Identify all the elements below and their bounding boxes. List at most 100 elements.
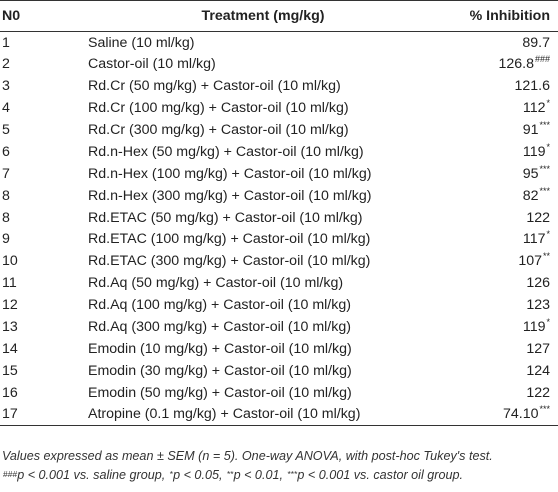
table-footnotes: Values expressed as mean ± SEM (n = 5). … <box>2 447 556 485</box>
row-treatment: Rd.Cr (100 mg/kg) + Castor-oil (10 ml/kg… <box>88 100 349 117</box>
row-number: 8 <box>2 209 10 226</box>
inhibition-value: 95 <box>522 165 539 182</box>
row-inhibition: 107** <box>438 250 558 272</box>
inhibition-value: 126.8 <box>498 56 534 73</box>
significance-marker: * <box>546 317 550 328</box>
row-inhibition: 127 <box>438 338 558 360</box>
significance-marker: *** <box>539 120 550 130</box>
significance-marker: * <box>546 229 550 240</box>
row-inhibition: 91*** <box>438 119 558 141</box>
footnote-text-3: p < 0.01, <box>233 468 287 482</box>
row-inhibition: 124 <box>438 360 558 382</box>
significance-marker: *** <box>539 404 550 415</box>
row-treatment: Rd.Cr (50 mg/kg) + Castor-oil (10 ml/kg) <box>88 78 341 95</box>
row-treatment: Emodin (50 mg/kg) + Castor-oil (10 ml/kg… <box>88 384 352 401</box>
row-treatment: Emodin (10 mg/kg) + Castor-oil (10 ml/kg… <box>88 340 352 357</box>
footnote-sig-4: *** <box>287 469 298 479</box>
row-inhibition: 122 <box>438 207 558 229</box>
row-inhibition: 126.8### <box>438 53 558 75</box>
inhibition-value: 124 <box>526 362 550 379</box>
row-treatment: Rd.n-Hex (50 mg/kg) + Castor-oil (10 ml/… <box>88 143 364 160</box>
row-inhibition: 123 <box>438 294 558 316</box>
inhibition-value: 82 <box>522 187 539 204</box>
significance-marker: ** <box>542 251 550 262</box>
row-number: 9 <box>2 231 10 248</box>
significance-marker: ### <box>534 54 550 65</box>
row-treatment: Emodin (30 mg/kg) + Castor-oil (10 ml/kg… <box>88 362 352 379</box>
significance-marker: *** <box>539 163 550 174</box>
table-row: 15 Emodin (30 mg/kg) + Castor-oil (10 ml/… <box>0 360 558 382</box>
footnote-line-1: Values expressed as mean ± SEM (n = 5). … <box>2 449 493 463</box>
table-row: 16 Emodin (50 mg/kg) + Castor-oil (10 ml/… <box>0 382 558 404</box>
row-treatment: Rd.n-Hex (100 mg/kg) + Castor-oil (10 ml… <box>88 165 372 182</box>
inhibition-value: 119 <box>522 319 546 336</box>
row-number: 1 <box>2 34 10 51</box>
row-inhibition: 74.10*** <box>438 403 558 427</box>
inhibition-value: 89.7 <box>522 34 550 51</box>
row-treatment: Rd.Aq (300 mg/kg) + Castor-oil (10 ml/kg… <box>88 319 351 336</box>
footnote-text-4: p < 0.001 vs. castor oil group. <box>297 468 463 482</box>
row-inhibition: 112* <box>438 97 558 119</box>
row-inhibition: 89.7 <box>438 32 558 54</box>
row-number: 4 <box>2 100 10 117</box>
significance-marker: * <box>546 98 550 109</box>
row-inhibition: 121.6 <box>438 75 558 97</box>
row-number: 7 <box>2 165 10 182</box>
inhibition-table: N0 Treatment (mg/kg) % Inhibition 1 Salin… <box>0 0 558 427</box>
table-row: 1 Saline (10 ml/kg) 89.7 <box>0 32 558 54</box>
table-row: 6 Rd.n-Hex (50 mg/kg) + Castor-oil (10 ml… <box>0 141 558 163</box>
inhibition-value: 126 <box>526 275 550 292</box>
footnote-line-2: ###p < 0.001 vs. saline group, *p < 0.05… <box>2 466 556 485</box>
table-row: 5 Rd.Cr (300 mg/kg) + Castor-oil (10 ml/k… <box>0 119 558 141</box>
table-row: 8 Rd.n-Hex (300 mg/kg) + Castor-oil (10 m… <box>0 185 558 207</box>
significance-marker: * <box>546 141 550 152</box>
table-row: 10 Rd.ETAC (300 mg/kg) + Castor-oil (10 m… <box>0 250 558 272</box>
footnote-sig-3: ** <box>226 469 234 479</box>
header-number: N0 <box>0 0 88 32</box>
inhibition-value: 123 <box>526 297 550 314</box>
row-number: 15 <box>2 362 18 379</box>
row-treatment: Rd.n-Hex (300 mg/kg) + Castor-oil (10 ml… <box>88 187 372 204</box>
row-inhibition: 119* <box>438 141 558 163</box>
inhibition-value: 112 <box>522 100 546 117</box>
table-row: 8 Rd.ETAC (50 mg/kg) + Castor-oil (10 ml/… <box>0 207 558 229</box>
row-number: 17 <box>0 403 88 427</box>
row-number: 2 <box>2 56 10 73</box>
table-row: 11 Rd.Aq (50 mg/kg) + Castor-oil (10 ml/k… <box>0 272 558 294</box>
row-number: 8 <box>2 187 10 204</box>
table-row: 4 Rd.Cr (100 mg/kg) + Castor-oil (10 ml/k… <box>0 97 558 119</box>
table-row: 12 Rd.Aq (100 mg/kg) + Castor-oil (10 ml/… <box>0 294 558 316</box>
table-row: 14 Emodin (10 mg/kg) + Castor-oil (10 ml/… <box>0 338 558 360</box>
row-inhibition: 82*** <box>438 185 558 207</box>
inhibition-value: 122 <box>526 384 550 401</box>
row-inhibition: 119* <box>438 316 558 338</box>
row-number: 14 <box>2 340 18 357</box>
row-treatment: Saline (10 ml/kg) <box>88 34 195 51</box>
row-number: 5 <box>2 122 10 138</box>
row-inhibition: 122 <box>438 382 558 404</box>
table-row: 3 Rd.Cr (50 mg/kg) + Castor-oil (10 ml/kg… <box>0 75 558 97</box>
header-treatment: Treatment (mg/kg) <box>88 0 438 32</box>
row-inhibition: 95*** <box>438 163 558 185</box>
table-row: 17 Atropine (0.1 mg/kg) + Castor-oil (10 … <box>0 403 558 427</box>
table-body: 1 Saline (10 ml/kg) 89.7 2 Castor-oil (10 ml… <box>0 32 558 427</box>
row-treatment: Rd.ETAC (300 mg/kg) + Castor-oil (10 ml/… <box>88 253 371 270</box>
footnote-sig-2: * <box>169 469 174 479</box>
inhibition-value: 121.6 <box>514 78 550 95</box>
footnote-text-1: p < 0.001 vs. saline group, <box>17 468 169 482</box>
row-treatment: Rd.ETAC (50 mg/kg) + Castor-oil (10 ml/k… <box>88 209 363 226</box>
inhibition-value: 119 <box>522 143 546 160</box>
inhibition-value: 91 <box>522 122 539 138</box>
row-treatment: Rd.Cr (300 mg/kg) + Castor-oil (10 ml/kg… <box>88 122 349 138</box>
table-row: 2 Castor-oil (10 ml/kg) 126.8### <box>0 53 558 75</box>
row-treatment: Atropine (0.1 mg/kg) + Castor-oil (10 ml… <box>88 403 438 427</box>
row-number: 12 <box>2 297 18 314</box>
row-inhibition: 126 <box>438 272 558 294</box>
results-table-container: N0 Treatment (mg/kg) % Inhibition 1 Salin… <box>0 0 558 427</box>
significance-marker: *** <box>539 185 550 196</box>
inhibition-value: 107 <box>518 253 542 270</box>
row-treatment: Rd.Aq (100 mg/kg) + Castor-oil (10 ml/kg… <box>88 297 351 314</box>
row-number: 6 <box>2 143 10 160</box>
inhibition-value: 74.10 <box>502 406 539 423</box>
table-row: 7 Rd.n-Hex (100 mg/kg) + Castor-oil (10 m… <box>0 163 558 185</box>
